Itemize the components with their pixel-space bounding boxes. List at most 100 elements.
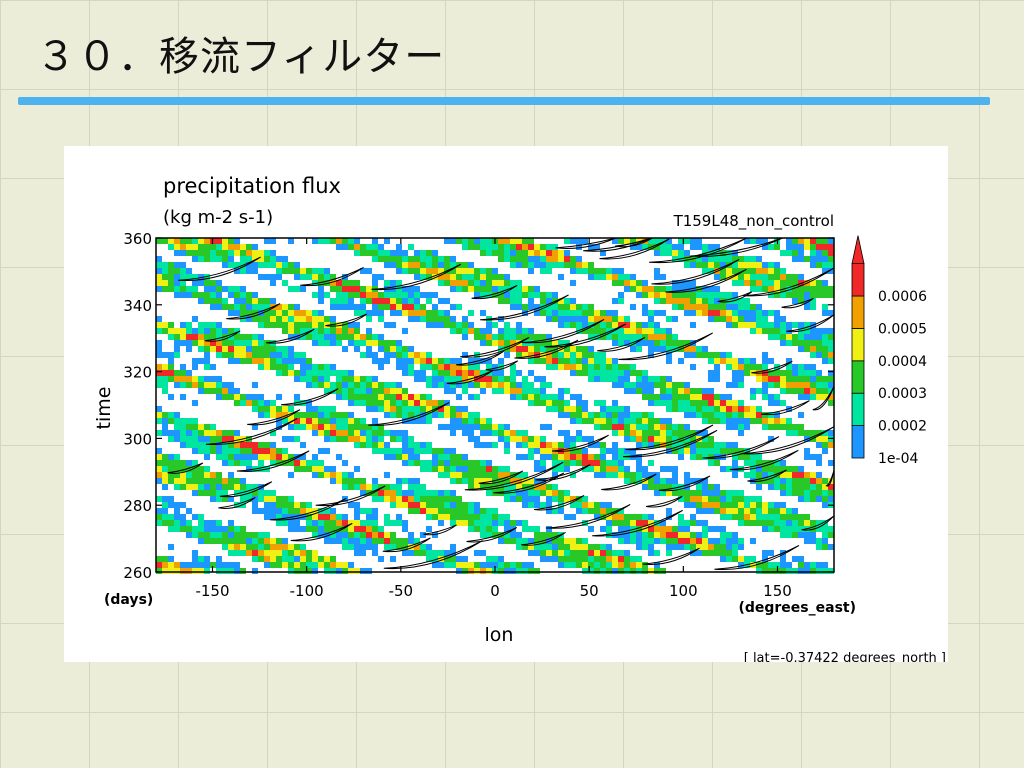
heatmap-cell (492, 526, 498, 532)
heatmap-cell (294, 502, 300, 508)
heatmap-cell (534, 544, 540, 550)
heatmap-cell (438, 454, 444, 460)
contour-line (521, 531, 566, 546)
heatmap-cell (498, 238, 504, 244)
heatmap-cell (168, 244, 174, 250)
heatmap-cell (444, 460, 450, 466)
heatmap-cell (612, 472, 618, 478)
heatmap-cell (396, 256, 402, 262)
heatmap-cell (444, 424, 450, 430)
heatmap-cell (690, 238, 696, 244)
heatmap-cell (390, 322, 396, 328)
heatmap-cell (312, 460, 318, 466)
heatmap-cell (696, 352, 702, 358)
heatmap-cell (318, 520, 324, 526)
heatmap-cell (234, 298, 240, 304)
heatmap-cell (480, 328, 486, 334)
heatmap-cell (270, 412, 276, 418)
heatmap-cell (450, 508, 456, 514)
heatmap-cell (564, 556, 570, 562)
heatmap-cell (270, 262, 276, 268)
heatmap-cell (792, 388, 798, 394)
heatmap-cell (618, 508, 624, 514)
heatmap-cell (804, 532, 810, 538)
heatmap-cell (660, 424, 666, 430)
heatmap-cell (240, 538, 246, 544)
heatmap-cell (576, 238, 582, 244)
heatmap-cell (474, 268, 480, 274)
heatmap-cell (264, 562, 270, 568)
heatmap-cell (810, 472, 816, 478)
heatmap-cell (270, 562, 276, 568)
heatmap-cell (324, 568, 330, 574)
heatmap-cell (378, 316, 384, 322)
heatmap-cell (720, 490, 726, 496)
heatmap-cell (726, 550, 732, 556)
heatmap-cell (426, 460, 432, 466)
heatmap-cell (438, 364, 444, 370)
heatmap-cell (252, 502, 258, 508)
heatmap-cell (474, 280, 480, 286)
heatmap-cell (750, 418, 756, 424)
heatmap-cell (162, 454, 168, 460)
heatmap-cell (432, 556, 438, 562)
heatmap-cell (678, 394, 684, 400)
heatmap-cell (312, 334, 318, 340)
heatmap-cell (498, 328, 504, 334)
heatmap-cell (774, 400, 780, 406)
heatmap-cell (294, 262, 300, 268)
heatmap-cell (390, 304, 396, 310)
heatmap-cell (702, 310, 708, 316)
heatmap-cell (372, 352, 378, 358)
heatmap-cell (762, 418, 768, 424)
heatmap-cell (780, 526, 786, 532)
heatmap-cell (708, 244, 714, 250)
heatmap-cell (744, 406, 750, 412)
heatmap-cell (450, 466, 456, 472)
y-tick-label: 340 (123, 297, 152, 315)
heatmap-cell (306, 370, 312, 376)
heatmap-cell (666, 316, 672, 322)
heatmap-cell (576, 562, 582, 568)
heatmap-cell (198, 568, 204, 574)
heatmap-cell (696, 532, 702, 538)
heatmap-cell (690, 550, 696, 556)
heatmap-cell (570, 454, 576, 460)
heatmap-cell (426, 316, 432, 322)
heatmap-cell (216, 484, 222, 490)
heatmap-cell (762, 244, 768, 250)
heatmap-cell (300, 412, 306, 418)
heatmap-cell (480, 532, 486, 538)
heatmap-cell (726, 292, 732, 298)
heatmap-cell (186, 508, 192, 514)
heatmap-cell (462, 568, 468, 574)
heatmap-cell (216, 280, 222, 286)
heatmap-cell (288, 352, 294, 358)
heatmap-cell (252, 406, 258, 412)
heatmap-cell (600, 514, 606, 520)
heatmap-cell (540, 388, 546, 394)
heatmap-cell (186, 244, 192, 250)
heatmap-cell (582, 454, 588, 460)
heatmap-cell (798, 298, 804, 304)
heatmap-cell (354, 424, 360, 430)
heatmap-cell (198, 280, 204, 286)
heatmap-cell (636, 556, 642, 562)
heatmap-cell (498, 370, 504, 376)
heatmap-cell (600, 316, 606, 322)
heatmap-cell (792, 484, 798, 490)
heatmap-cell (354, 292, 360, 298)
heatmap-cell (696, 412, 702, 418)
heatmap-cell (558, 250, 564, 256)
heatmap-cell (414, 304, 420, 310)
heatmap-cell (570, 460, 576, 466)
heatmap-cell (450, 544, 456, 550)
heatmap-cell (798, 562, 804, 568)
heatmap-cell (462, 454, 468, 460)
heatmap-cell (438, 358, 444, 364)
heatmap-cell (216, 298, 222, 304)
heatmap-cell (726, 352, 732, 358)
heatmap-cell (252, 292, 258, 298)
heatmap-cell (360, 250, 366, 256)
heatmap-cell (246, 298, 252, 304)
